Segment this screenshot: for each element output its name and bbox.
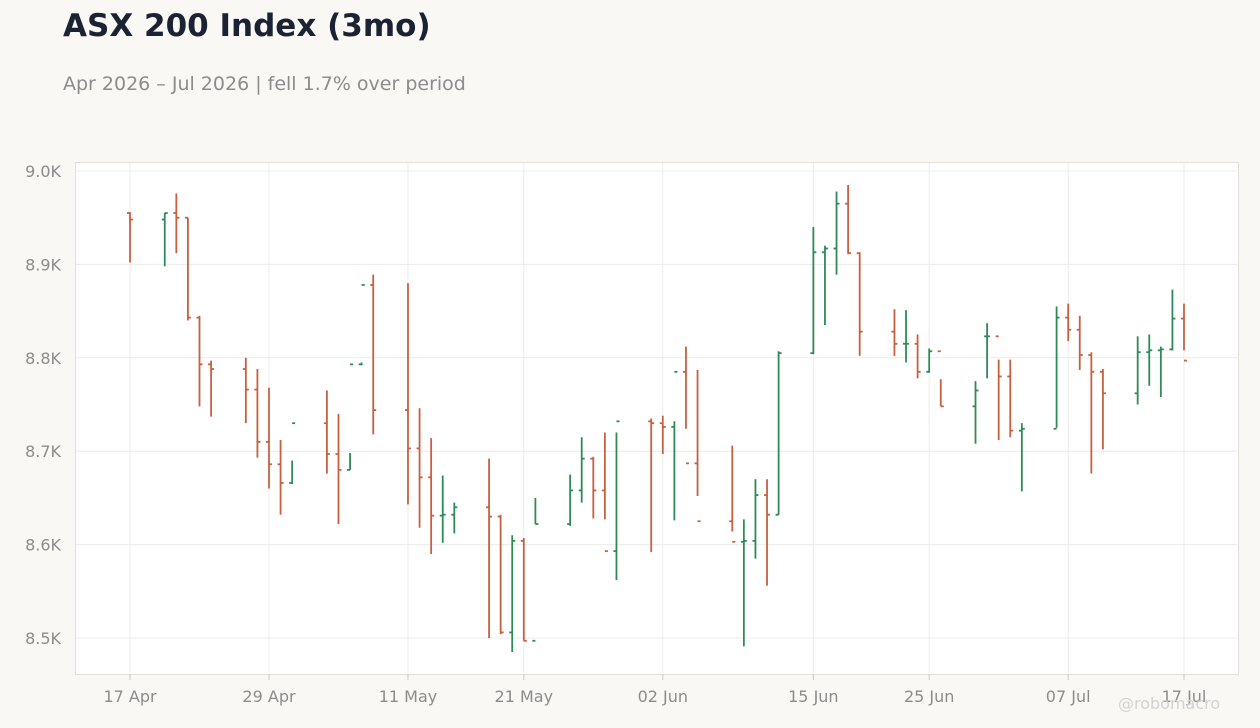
- x-tick-label: 17 Jul: [1162, 687, 1207, 706]
- ohlc-bar: [775, 351, 782, 516]
- ohlc-bar: [1053, 306, 1060, 430]
- ohlc-bar: [601, 432, 608, 553]
- ohlc-bar: [1065, 303, 1072, 341]
- ohlc-bar: [821, 245, 828, 326]
- ohlc-bar: [1099, 369, 1106, 450]
- ohlc-bar: [671, 370, 678, 521]
- y-axis-ticks: 8.5K 8.6K 8.7K 8.8K 8.9K 9.0K: [25, 162, 61, 648]
- plot-area: [75, 162, 1239, 675]
- watermark: @robomacro: [1118, 694, 1221, 713]
- ohlc-bar: [358, 284, 365, 366]
- grid-lines: [76, 163, 1237, 673]
- x-tick-label: 02 Jun: [638, 687, 688, 706]
- ohlc-bar: [509, 535, 516, 653]
- ohlc-bar: [428, 438, 435, 554]
- ohlc-bar: [127, 212, 133, 263]
- x-tick-label: 17 Apr: [103, 687, 157, 706]
- ohlc-bar: [740, 519, 747, 647]
- ohlc-bar: [242, 357, 249, 424]
- ohlc-bar: [682, 346, 689, 465]
- ohlc-bar: [694, 369, 701, 523]
- ohlc-bar: [277, 439, 284, 515]
- ohlc-bar: [486, 458, 493, 638]
- x-axis-ticks: 17 Apr 29 Apr 11 May 21 May 02 Jun 15 Jun 25 J…: [103, 674, 1206, 706]
- ohlc-bar: [1088, 352, 1095, 474]
- ohlc-bar: [833, 191, 840, 275]
- ohlc-bar: [1157, 346, 1164, 398]
- x-tick-label: 07 Jul: [1046, 687, 1091, 706]
- ohlc-bar: [451, 502, 458, 534]
- x-tick-label: 25 Jun: [904, 687, 954, 706]
- ohlc-bar: [567, 474, 574, 526]
- ohlc-bar: [764, 479, 771, 586]
- y-tick-label: 8.8K: [25, 349, 61, 368]
- ohlc-bar: [1181, 303, 1187, 362]
- chart-subtitle: Apr 2026 – Jul 2026 | fell 1.7% over per…: [63, 73, 466, 95]
- y-tick-label: 8.6K: [25, 536, 61, 555]
- ohlc-bar: [578, 437, 585, 503]
- x-tick-label: 11 May: [379, 687, 438, 706]
- ohlc-bar: [1076, 315, 1083, 370]
- x-tick-label: 21 May: [495, 687, 554, 706]
- y-tick-label: 8.7K: [25, 442, 61, 461]
- x-tick-label: 15 Jun: [788, 687, 838, 706]
- chart-title: ASX 200 Index (3mo): [63, 8, 431, 44]
- ohlc-bar: [208, 360, 215, 417]
- ohlc-bar: [659, 415, 666, 455]
- ohlc-bar: [810, 227, 817, 355]
- ohlc-bar: [995, 335, 1002, 440]
- ohlc-bar: [1007, 359, 1014, 438]
- ohlc-bar: [370, 274, 377, 435]
- ohlc-bar: [265, 387, 272, 489]
- ohlc-bar: [926, 348, 933, 373]
- ohlc-bar: [161, 212, 168, 267]
- ohlc-bar: [1134, 336, 1141, 405]
- ohlc-bar: [914, 334, 921, 379]
- y-tick-label: 9.0K: [25, 162, 61, 181]
- ohlc-bar: [323, 390, 330, 474]
- ohlc-bar: [752, 479, 759, 559]
- ohlc-bar: [856, 252, 863, 356]
- y-tick-label: 8.5K: [25, 629, 61, 648]
- ohlc-bar: [937, 350, 944, 408]
- ohlc-bar: [196, 315, 203, 407]
- ohlc-bar: [347, 363, 354, 471]
- ohlc-bar: [648, 418, 655, 553]
- ohlc-bar: [972, 381, 979, 444]
- ohlc-bar: [729, 445, 736, 543]
- ohlc-bar: [289, 422, 296, 484]
- ohlc-bar: [532, 497, 539, 642]
- ohlc-bars: [127, 185, 1187, 653]
- ohlc-bar: [1169, 289, 1176, 351]
- x-tick-label: 29 Apr: [242, 687, 296, 706]
- ohlc-bar: [613, 420, 620, 581]
- ohlc-bar: [520, 538, 527, 642]
- ohlc-bar: [903, 310, 910, 363]
- ohlc-bar: [590, 456, 597, 519]
- ohlc-bar: [335, 413, 342, 525]
- ohlc-bar: [1018, 423, 1025, 492]
- ohlc-bar: [984, 323, 991, 379]
- ohlc-bar: [497, 514, 504, 635]
- ohlc-bar: [254, 369, 261, 458]
- ohlc-bar: [184, 216, 191, 321]
- ohlc-bar: [1146, 334, 1153, 386]
- ohlc-bar: [845, 185, 852, 255]
- ohlc-bar: [416, 408, 423, 528]
- ohlc-bar: [439, 475, 446, 543]
- ohlc-bar: [173, 193, 180, 254]
- y-tick-label: 8.9K: [25, 255, 61, 274]
- ohlc-bar: [404, 283, 411, 505]
- ohlc-bar: [891, 309, 898, 356]
